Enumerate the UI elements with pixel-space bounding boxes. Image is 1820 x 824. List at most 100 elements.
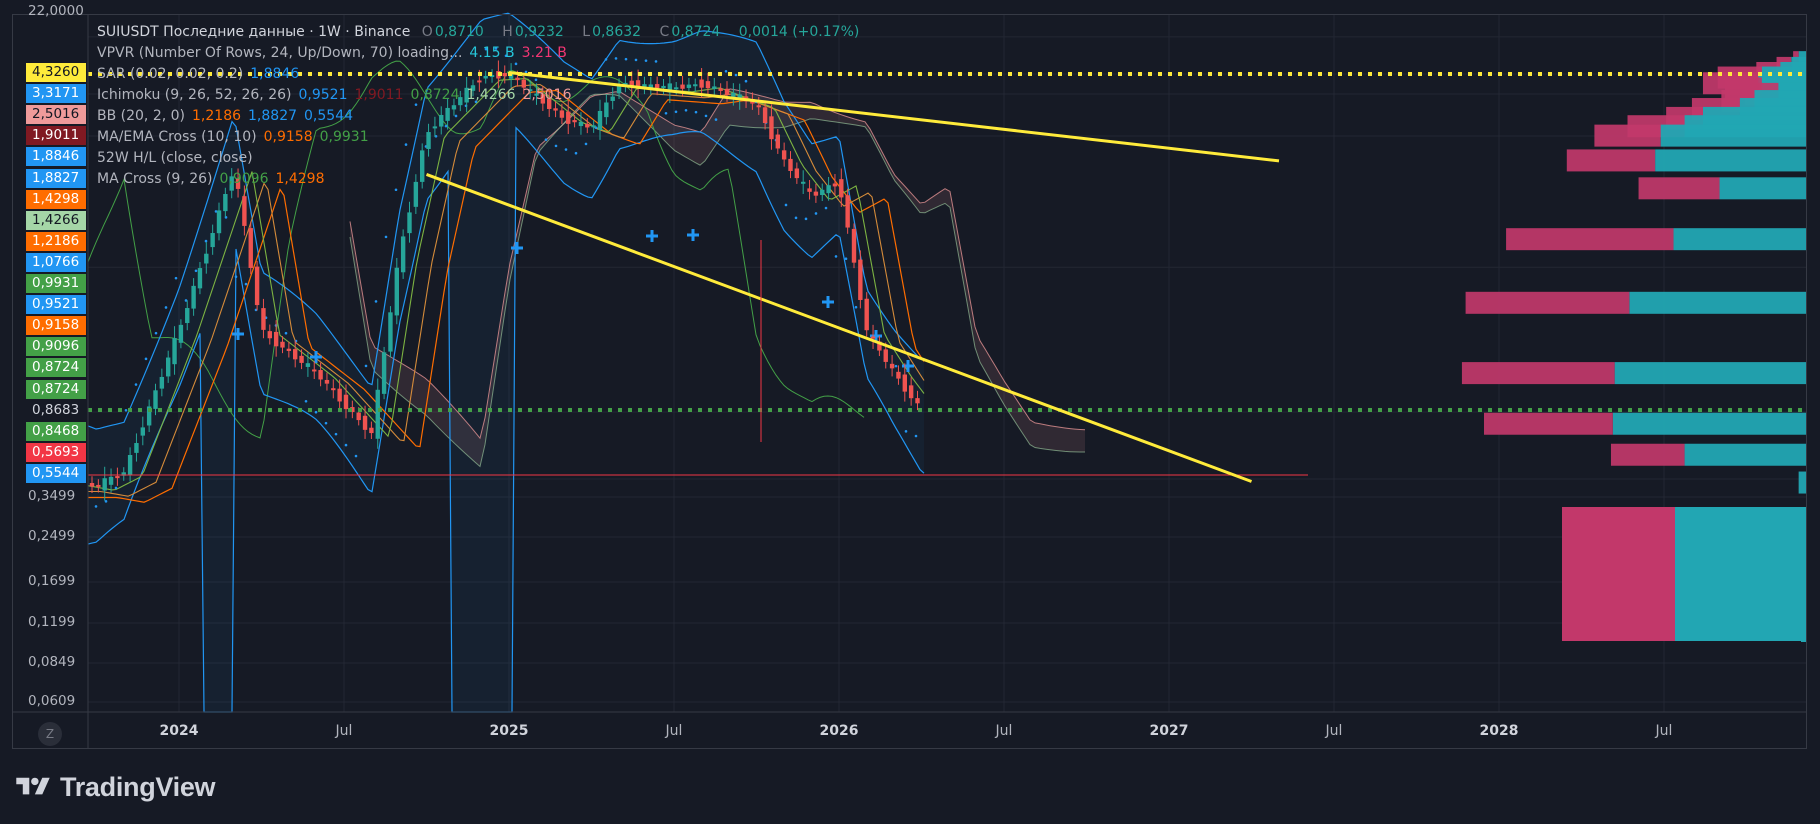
sar-dot xyxy=(374,300,378,303)
time-tick: Jul xyxy=(995,723,1013,739)
indicator-value: 0,9931 xyxy=(319,129,369,145)
sar-dot xyxy=(514,62,518,66)
indicator-row-2[interactable]: Ichimoku (9, 26, 52, 26, 26) 0,9521 1,9011… xyxy=(97,85,866,106)
sar-dot xyxy=(394,188,398,192)
candle-body-93 xyxy=(680,84,685,89)
candle-body-90 xyxy=(661,85,666,89)
sar-dot xyxy=(844,257,848,261)
price-tag: 1,4298 xyxy=(26,189,86,209)
price-tag: 0,9096 xyxy=(26,337,86,357)
candle-body-111 xyxy=(794,168,800,179)
ma-fast xyxy=(87,78,925,491)
sar-dot xyxy=(114,486,118,490)
candle-body-54 xyxy=(432,126,438,129)
vp-up-bar-11 xyxy=(1660,124,1806,147)
indicator-row-5[interactable]: 52W H/L (close, close) xyxy=(97,148,866,169)
sar-dot xyxy=(214,210,218,213)
sar-dot xyxy=(854,305,858,309)
candle-body-86 xyxy=(635,80,641,89)
indicator-value: 0,9521 xyxy=(298,87,348,103)
candle-body-77 xyxy=(578,121,584,127)
change-value: 0,0014 (+0.17%) xyxy=(738,24,860,40)
sar-dot xyxy=(654,60,658,63)
sar-dot xyxy=(794,216,798,220)
price-tick: 0,1699 xyxy=(28,573,76,589)
indicator-row-3[interactable]: BB (20, 2, 0) 1,2186 1,8827 0,5544 xyxy=(97,106,866,127)
symbol-row[interactable]: SUIUSDT Последние данные · 1W · Binance … xyxy=(97,22,866,43)
candle-body-42 xyxy=(356,412,361,421)
candle-body-61 xyxy=(477,80,482,83)
sar-dot xyxy=(154,331,158,335)
candle-body-115 xyxy=(820,189,825,196)
symbol-title[interactable]: SUIUSDT Последние данные · 1W · Binance xyxy=(97,24,411,40)
candle-body-83 xyxy=(616,84,622,94)
indicator-name: SAR (0.02, 0.02, 0.2) xyxy=(97,66,244,82)
candle-body-109 xyxy=(781,150,787,160)
indicator-value: 4.15 B xyxy=(469,45,515,61)
sar-dot xyxy=(704,114,708,118)
candle-body-8 xyxy=(140,427,145,436)
vp-low-down-block xyxy=(1562,507,1695,641)
sar-dot xyxy=(824,206,828,210)
candle-body-92 xyxy=(674,87,679,90)
sar-dot xyxy=(174,276,178,280)
price-tag: 0,9521 xyxy=(26,295,86,315)
candle-body-45 xyxy=(375,389,380,439)
sar-dot xyxy=(544,138,548,141)
candle-body-11 xyxy=(159,376,165,389)
sar-dot xyxy=(814,212,818,215)
indicator-row-0[interactable]: VPVR (Number Of Rows, 24, Up/Down, 70) l… xyxy=(97,43,866,64)
indicator-row-4[interactable]: MA/EMA Cross (10, 10) 0,9158 0,9931 xyxy=(97,127,866,148)
price-tick: 22,0000 xyxy=(28,3,84,19)
price-tag: 0,5693 xyxy=(26,442,86,462)
candle-body-10 xyxy=(153,390,158,409)
candle-body-1 xyxy=(96,484,101,487)
price-tag: 4,3260 xyxy=(26,63,86,82)
price-axis[interactable]: 22,0000 0,3499 0,2499 0,1699 0,1199 0,0849 0,0… xyxy=(0,0,88,720)
sar-dot xyxy=(404,143,408,146)
candle-body-95 xyxy=(693,84,698,87)
price-tag: 1,0766 xyxy=(26,252,86,272)
indicator-value: 3.21 B xyxy=(521,45,567,61)
candle-body-119 xyxy=(845,195,850,228)
candle-body-52 xyxy=(420,150,425,182)
sar-dot xyxy=(194,269,198,273)
indicator-row-1[interactable]: SAR (0.02, 0.02, 0.2) 1,8846 xyxy=(97,64,866,85)
candle-body-21 xyxy=(223,194,228,212)
candle-body-43 xyxy=(362,415,368,430)
sar-dot xyxy=(324,421,328,425)
candle-body-29 xyxy=(273,331,279,347)
sar-dot xyxy=(364,364,368,368)
candle-body-98 xyxy=(712,86,717,89)
sar-dot xyxy=(384,235,388,239)
candle-body-75 xyxy=(566,111,571,124)
time-tick: 2026 xyxy=(819,723,859,739)
ichimoku-span-b xyxy=(349,93,1085,468)
candle-body-14 xyxy=(178,324,184,343)
candle-body-106 xyxy=(762,107,768,124)
candle-body-12 xyxy=(166,357,171,377)
indicator-name: VPVR (Number Of Rows, 24, Up/Down, 70) l… xyxy=(97,45,463,61)
tradingview-logo[interactable]: TradingView xyxy=(14,770,216,804)
candle-body-34 xyxy=(305,363,311,367)
candle-body-37 xyxy=(324,379,330,384)
price-tick: 0,3499 xyxy=(28,488,76,504)
indicator-value: 0,9096 xyxy=(219,171,269,187)
price-tick: 0,0849 xyxy=(28,654,76,670)
indicator-row-6[interactable]: MA Cross (9, 26) 0,9096 1,4298 xyxy=(97,169,866,190)
candle-body-47 xyxy=(388,312,393,352)
vp-up-bar-18 xyxy=(1684,443,1806,466)
candle-body-99 xyxy=(718,88,723,91)
price-tag: 3,3171 xyxy=(26,84,86,104)
drawings xyxy=(88,70,1806,483)
candle-body-110 xyxy=(788,158,793,171)
candle-body-51 xyxy=(413,181,419,207)
candle-body-15 xyxy=(185,308,190,324)
candle-body-60 xyxy=(470,85,476,91)
candle-body-89 xyxy=(654,84,660,89)
candle-body-24 xyxy=(242,196,247,226)
candle-body-38 xyxy=(331,388,336,391)
candle-body-128 xyxy=(902,374,907,392)
zoom-button[interactable]: Z xyxy=(38,722,62,746)
